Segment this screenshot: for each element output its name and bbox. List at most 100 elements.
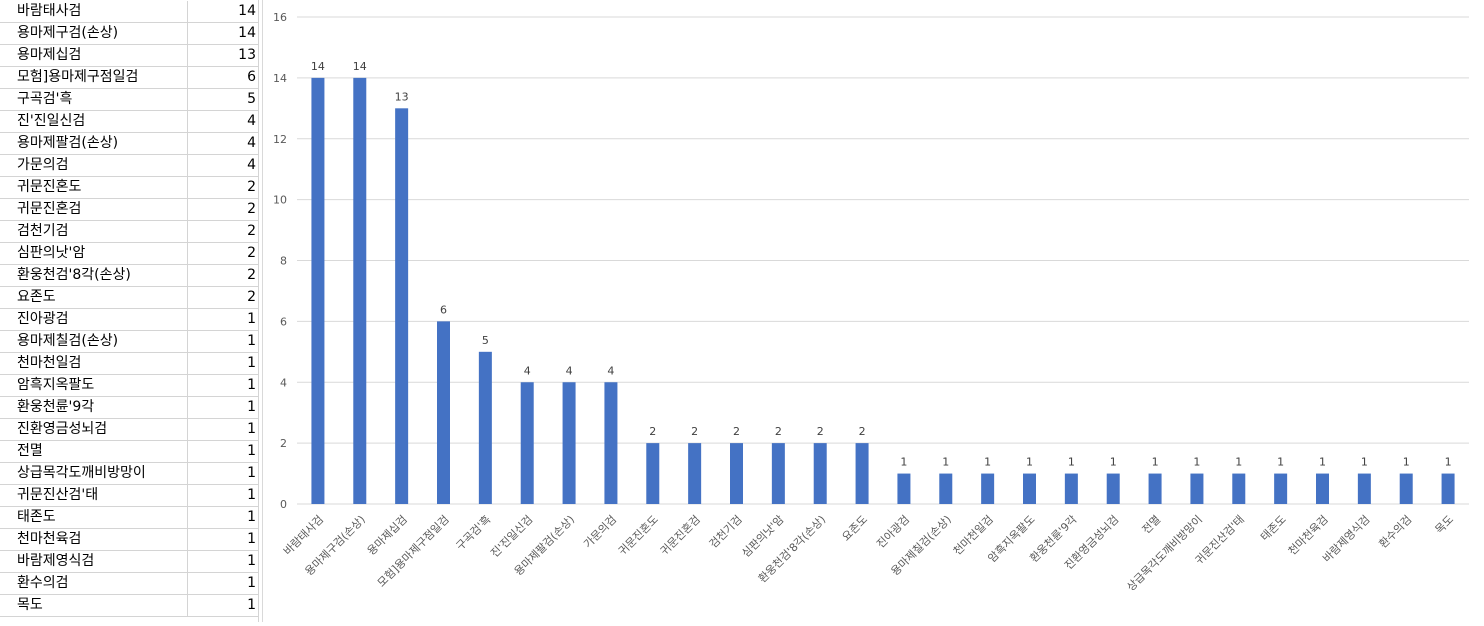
cell-item-count[interactable]: 1 [247, 575, 256, 591]
table-row[interactable]: 환웅천륜'9각 1 [0, 397, 258, 419]
y-tick-label: 12 [273, 133, 287, 146]
cell-item-count[interactable]: 4 [247, 113, 256, 129]
cell-item-name[interactable]: 요존도 [0, 287, 188, 309]
table-row[interactable]: 귀문진산검'태 1 [0, 485, 258, 507]
cell-item-name[interactable]: 태존도 [0, 507, 188, 529]
cell-item-name[interactable]: 환웅천검'8각(손상) [0, 265, 188, 287]
table-row[interactable]: 용마제팔검(손상) 4 [0, 133, 258, 155]
table-row[interactable]: 요존도 2 [0, 287, 258, 309]
cell-item-count[interactable]: 1 [247, 465, 256, 481]
table-row[interactable]: 용마제칠검(손상) 1 [0, 331, 258, 353]
table-row[interactable]: 검천기검 2 [0, 221, 258, 243]
cell-item-count[interactable]: 1 [247, 333, 256, 349]
table-row[interactable]: 바람태사검 14 [0, 1, 258, 23]
table-row[interactable]: 구곡검'흑 5 [0, 89, 258, 111]
table-row[interactable]: 용마제십검 13 [0, 45, 258, 67]
cell-item-name[interactable]: 가문의검 [0, 155, 188, 177]
table-row[interactable]: 천마천일검 1 [0, 353, 258, 375]
cell-item-count[interactable]: 1 [247, 531, 256, 547]
cell-item-count[interactable]: 2 [247, 245, 256, 261]
cell-item-count[interactable]: 2 [247, 201, 256, 217]
cell-item-name[interactable]: 진아광검 [0, 309, 188, 331]
table-row[interactable]: 진'진일신검 4 [0, 111, 258, 133]
cell-item-count[interactable]: 2 [247, 223, 256, 239]
cell-item-count[interactable]: 1 [247, 553, 256, 569]
table-row[interactable]: 진아광검 1 [0, 309, 258, 331]
table-row[interactable]: 상급목각도깨비방망이 1 [0, 463, 258, 485]
cell-item-count[interactable]: 2 [247, 267, 256, 283]
table-row[interactable]: 가문의검 4 [0, 155, 258, 177]
table-row[interactable]: 목도 1 [0, 595, 258, 617]
cell-item-count[interactable]: 13 [238, 47, 256, 63]
table-row[interactable]: 환웅천검'8각(손상) 2 [0, 265, 258, 287]
table-row[interactable]: 암흑지옥팔도 1 [0, 375, 258, 397]
cell-item-name[interactable]: 용마제구검(손상) [0, 23, 188, 45]
cell-item-count[interactable]: 1 [247, 487, 256, 503]
cell-item-name[interactable]: 용마제칠검(손상) [0, 331, 188, 353]
table-row[interactable]: 용마제구검(손상) 14 [0, 23, 258, 45]
data-label: 1 [1068, 456, 1075, 469]
cell-item-count[interactable]: 1 [247, 399, 256, 415]
cell-item-name[interactable]: 검천기검 [0, 221, 188, 243]
cell-item-name[interactable]: 귀문진산검'태 [0, 485, 188, 507]
cell-item-name[interactable]: 진'진일신검 [0, 111, 188, 133]
cell-item-name[interactable]: 환웅천륜'9각 [0, 397, 188, 419]
cell-item-count[interactable]: 1 [247, 421, 256, 437]
cell-item-name[interactable]: 진환영금성뇌검 [0, 419, 188, 441]
data-label: 2 [817, 425, 824, 438]
cell-item-name[interactable]: 귀문진혼검 [0, 199, 188, 221]
table-row[interactable]: 환수의검 1 [0, 573, 258, 595]
spreadsheet-table: 바람태사검 14 용마제구검(손상) 14 용마제십검 13 모험]용마제구점일검 6 구곡검'… [0, 0, 258, 622]
table-row[interactable]: 천마천육검 1 [0, 529, 258, 551]
cell-item-name[interactable]: 바람태사검 [0, 1, 188, 23]
cell-item-name[interactable]: 천마천일검 [0, 353, 188, 375]
cell-item-count[interactable]: 6 [247, 69, 256, 85]
cell-item-count[interactable]: 1 [247, 443, 256, 459]
data-label: 1 [1152, 456, 1159, 469]
data-label: 1 [1403, 456, 1410, 469]
table-row[interactable]: 심판의낫'암 2 [0, 243, 258, 265]
data-label: 1 [1235, 456, 1242, 469]
cell-item-count[interactable]: 1 [247, 509, 256, 525]
cell-item-count[interactable]: 5 [247, 91, 256, 107]
cell-item-count[interactable]: 14 [238, 25, 256, 41]
bar [1148, 473, 1162, 504]
cell-item-count[interactable]: 4 [247, 135, 256, 151]
data-label: 1 [1193, 456, 1200, 469]
bar [1399, 473, 1413, 504]
cell-item-count[interactable]: 2 [247, 179, 256, 195]
table-row[interactable]: 모험]용마제구점일검 6 [0, 67, 258, 89]
cell-item-name[interactable]: 모험]용마제구점일검 [0, 67, 188, 89]
cell-item-count[interactable]: 1 [247, 311, 256, 327]
chart-area[interactable]: 0 2 4 6 8 10 12 14 16 14 바람태사검 14 용마제구검(손상) 13 용마제십검 6 모… [262, 0, 1484, 622]
table-row[interactable]: 귀문진혼검 2 [0, 199, 258, 221]
bar [395, 108, 409, 504]
table-row[interactable]: 태존도 1 [0, 507, 258, 529]
bar [1106, 473, 1120, 504]
cell-item-name[interactable]: 암흑지옥팔도 [0, 375, 188, 397]
cell-item-name[interactable]: 용마제십검 [0, 45, 188, 67]
cell-item-name[interactable]: 바람제영식검 [0, 551, 188, 573]
cell-item-name[interactable]: 귀문진혼도 [0, 177, 188, 199]
table-row[interactable]: 바람제영식검 1 [0, 551, 258, 573]
cell-item-name[interactable]: 용마제팔검(손상) [0, 133, 188, 155]
cell-item-count[interactable]: 1 [247, 355, 256, 371]
cell-item-name[interactable]: 목도 [0, 595, 188, 617]
table-row[interactable]: 귀문진혼도 2 [0, 177, 258, 199]
cell-item-count[interactable]: 14 [238, 3, 256, 19]
y-tick-label: 2 [280, 437, 287, 450]
cell-item-name[interactable]: 심판의낫'암 [0, 243, 188, 265]
cell-item-count[interactable]: 2 [247, 289, 256, 305]
cell-item-name[interactable]: 상급목각도깨비방망이 [0, 463, 188, 485]
bar [1441, 473, 1455, 504]
cell-item-count[interactable]: 1 [247, 597, 256, 613]
cell-item-name[interactable]: 천마천육검 [0, 529, 188, 551]
cell-item-name[interactable]: 전멸 [0, 441, 188, 463]
cell-item-count[interactable]: 1 [247, 377, 256, 393]
table-row[interactable]: 전멸 1 [0, 441, 258, 463]
cell-item-name[interactable]: 환수의검 [0, 573, 188, 595]
table-row[interactable]: 진환영금성뇌검 1 [0, 419, 258, 441]
cell-item-count[interactable]: 4 [247, 157, 256, 173]
cell-item-name[interactable]: 구곡검'흑 [0, 89, 188, 111]
x-tick-label: 환수의검 [1377, 513, 1415, 551]
